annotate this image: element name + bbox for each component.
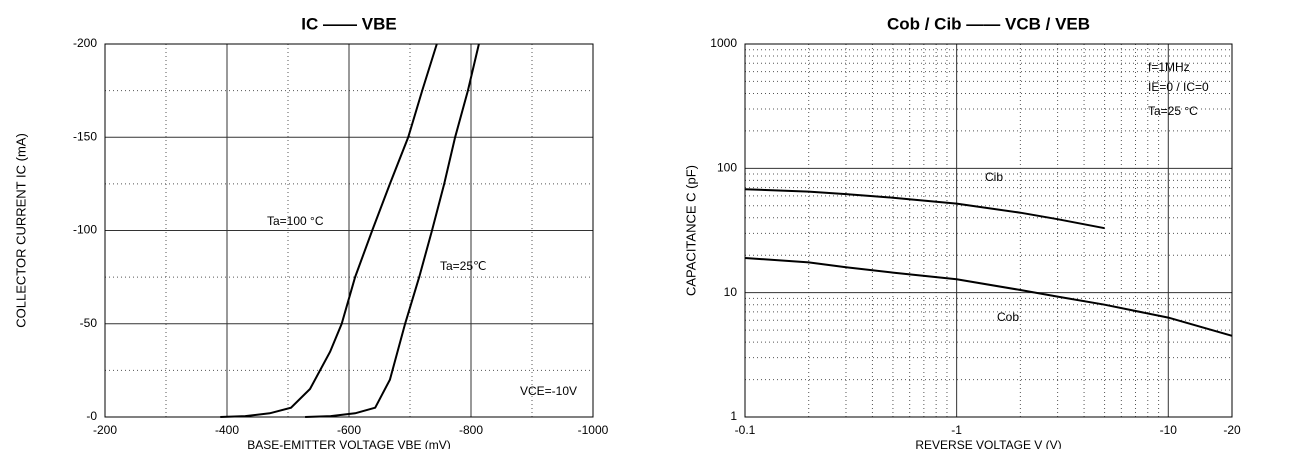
curve bbox=[220, 43, 438, 418]
x-tick-label: -20 bbox=[1223, 423, 1241, 437]
x-tick-label: -1 bbox=[951, 423, 962, 437]
curve-label: Ta=25℃ bbox=[440, 259, 487, 273]
y-tick-label: -150 bbox=[73, 129, 97, 143]
annotation: IE=0 / IC=0 bbox=[1148, 80, 1209, 94]
curve-label: Ta=100 °C bbox=[267, 214, 324, 228]
annotation: VCE=-10V bbox=[520, 384, 577, 398]
annotation: Ta=25 °C bbox=[1148, 104, 1198, 118]
x-tick-label: -600 bbox=[337, 423, 361, 437]
annotation: f=1MHz bbox=[1148, 60, 1190, 74]
chart-title: Cob / Cib —— VCB / VEB bbox=[887, 14, 1090, 33]
x-tick-label: -0.1 bbox=[735, 423, 756, 437]
y-tick-label: 100 bbox=[717, 161, 737, 175]
x-axis-label: REVERSE VOLTAGE V (V) bbox=[915, 438, 1061, 449]
plot-frame bbox=[104, 43, 594, 418]
x-tick-label: -200 bbox=[93, 423, 117, 437]
y-tick-label: -200 bbox=[73, 36, 97, 50]
curve-label: Cob bbox=[997, 310, 1019, 324]
y-tick-label: -0 bbox=[86, 409, 97, 423]
y-tick-label: -100 bbox=[73, 223, 97, 237]
chart-title: IC —— VBE bbox=[301, 14, 396, 33]
curve bbox=[305, 43, 480, 418]
curve-label: Cib bbox=[985, 170, 1003, 184]
x-tick-label: -400 bbox=[215, 423, 239, 437]
y-tick-label: -50 bbox=[80, 316, 98, 330]
x-tick-label: -1000 bbox=[578, 423, 609, 437]
y-tick-label: 10 bbox=[724, 285, 738, 299]
y-axis-label: CAPACITANCE C (pF) bbox=[683, 165, 698, 296]
y-tick-label: 1000 bbox=[710, 36, 737, 50]
x-tick-label: -800 bbox=[459, 423, 483, 437]
y-tick-label: 1 bbox=[730, 409, 737, 423]
plot-frame bbox=[744, 43, 1233, 418]
curve bbox=[744, 188, 1105, 230]
x-axis-label: BASE-EMITTER VOLTAGE VBE (mV) bbox=[247, 438, 451, 449]
x-tick-label: -10 bbox=[1160, 423, 1178, 437]
curve bbox=[744, 257, 1233, 337]
y-axis-label: COLLECTOR CURRENT IC (mA) bbox=[13, 133, 28, 328]
